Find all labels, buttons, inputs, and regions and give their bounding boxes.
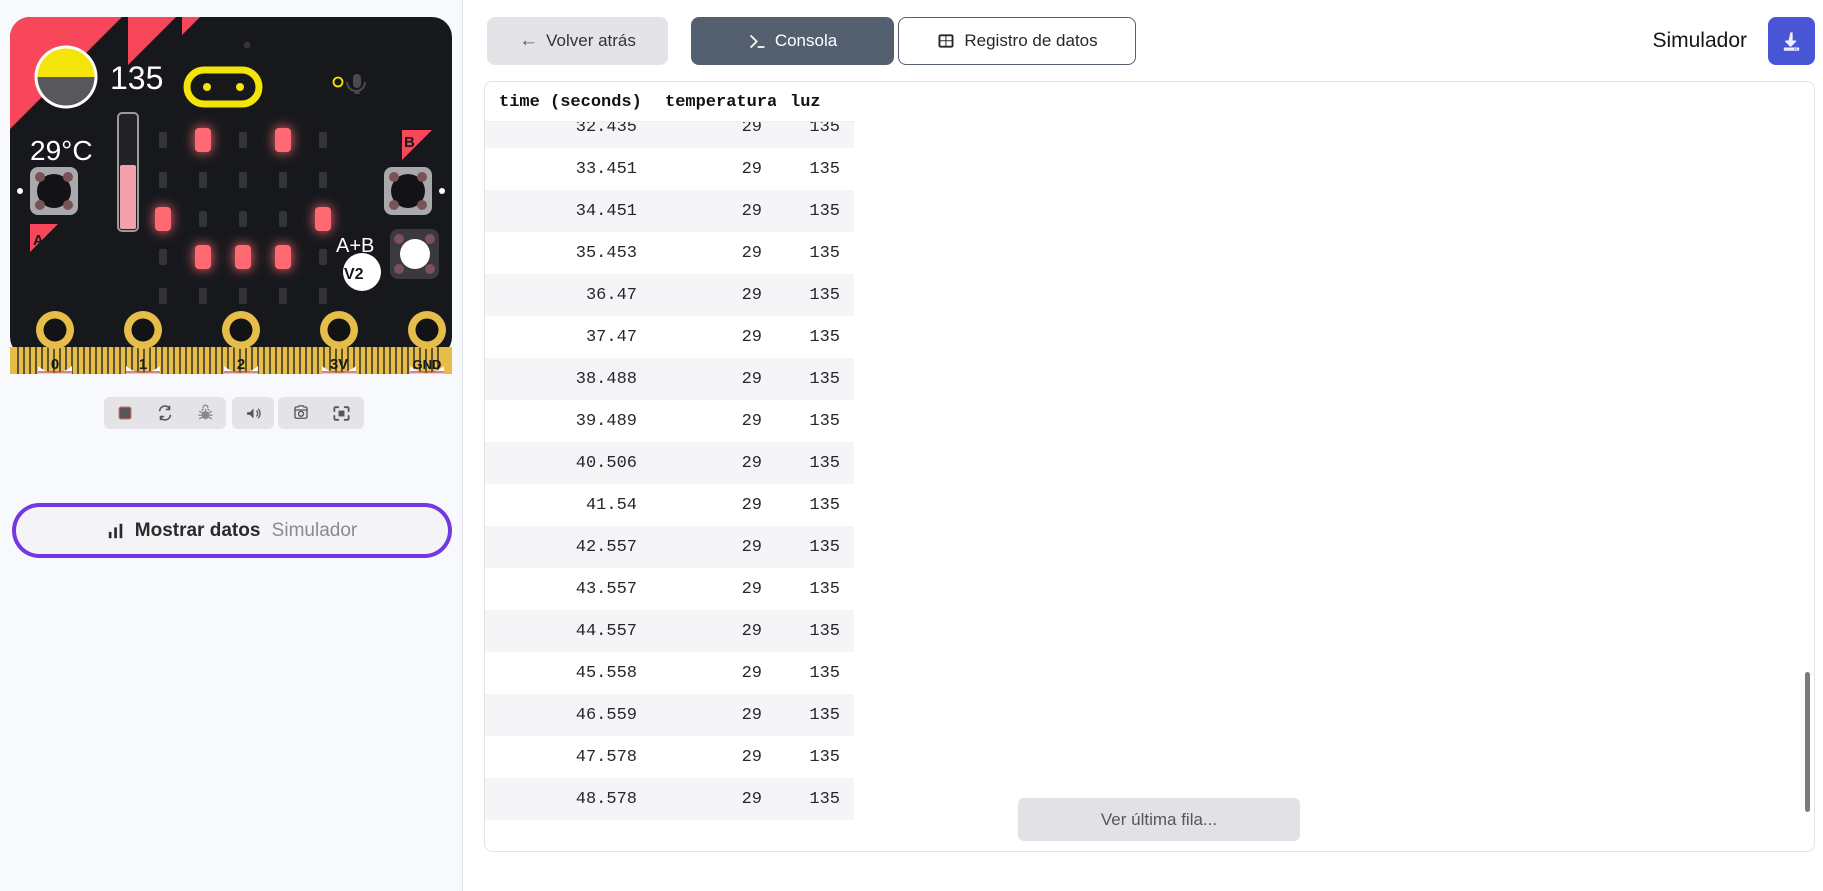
svg-text:A: A — [33, 232, 44, 249]
svg-text:2: 2 — [237, 356, 245, 373]
svg-text:3V: 3V — [330, 356, 348, 373]
svg-text:GND: GND — [413, 357, 442, 372]
svg-text:29°C: 29°C — [30, 135, 93, 166]
svg-text:V2: V2 — [344, 266, 364, 283]
svg-text:0: 0 — [51, 356, 59, 373]
svg-text:A+B: A+B — [336, 235, 374, 257]
svg-text:1: 1 — [139, 356, 147, 373]
svg-text:B: B — [404, 134, 415, 151]
svg-text:135: 135 — [110, 60, 163, 96]
